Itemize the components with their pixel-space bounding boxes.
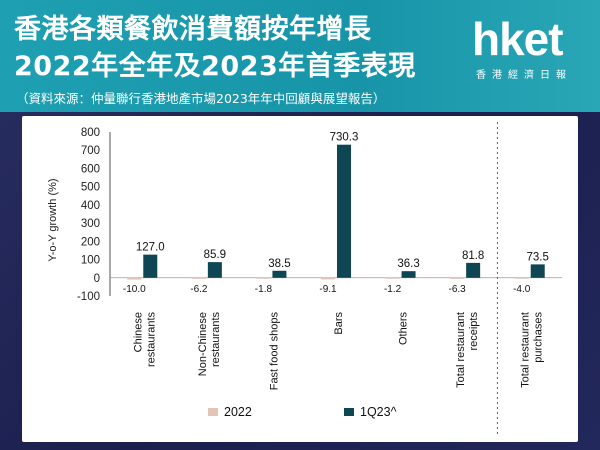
- data-label-2022: -6.3: [449, 284, 467, 295]
- bar-chart: -100 0 100 200 300 400 500 600 700 800 Y-o-Y growt…: [47, 122, 562, 434]
- logo-tagline: 香港經濟日報: [476, 70, 572, 81]
- legend-swatch-1q23: [344, 408, 354, 416]
- data-label-2022: -9.1: [319, 284, 337, 295]
- bar-1q23: [143, 254, 158, 278]
- bar-2022: [514, 277, 529, 279]
- data-label-1q23: 81.8: [462, 250, 484, 262]
- data-label-1q23: 730.3: [330, 132, 359, 144]
- chart-panel: -100 0 100 200 300 400 500 600 700 800 Y-o-Y growt…: [22, 116, 578, 442]
- y-tick-label: 700: [81, 145, 100, 157]
- bar-2022: [385, 277, 400, 279]
- y-tick-label: 500: [81, 182, 100, 194]
- y-tick-label: 400: [81, 200, 100, 212]
- header-banner: 香港各類餐飲消費額按年增長 2022年全年及2023年首季表現 （資料來源：仲量…: [0, 0, 600, 112]
- bar-2022: [191, 277, 206, 279]
- page-title-line-1: 香港各類餐飲消費額按年增長: [14, 14, 372, 45]
- x-tick-label: Chineserestaurants: [132, 312, 157, 368]
- bar-1q23: [530, 264, 545, 278]
- y-tick-label: 600: [81, 163, 100, 175]
- legend-label-1q23: 1Q23^: [360, 405, 397, 419]
- x-tick-label: Bars: [333, 312, 345, 335]
- data-label-1q23: 38.5: [268, 258, 290, 270]
- x-tick-label: Non-Chineserestaurants: [197, 312, 222, 377]
- data-label-2022: -10.0: [123, 284, 146, 295]
- bar-1q23: [272, 270, 287, 278]
- page-title-line-2: 2022年全年及2023年首季表現: [14, 51, 416, 82]
- y-tick-label: 0: [94, 273, 100, 285]
- legend-label-2022: 2022: [224, 405, 252, 419]
- y-tick-label: -100: [77, 291, 100, 303]
- y-tick-label: 100: [81, 255, 100, 267]
- bar-1q23: [401, 271, 416, 278]
- logo-text: hket: [472, 13, 564, 65]
- data-label-1q23: 85.9: [204, 249, 226, 261]
- data-label-1q23: 73.5: [527, 251, 549, 263]
- source-note: （資料來源：仲量聯行香港地產市場2023年年中回顧與展望報告）: [16, 91, 386, 106]
- y-tick-label: 300: [81, 218, 100, 230]
- bar-2022: [127, 277, 142, 280]
- data-label-1q23: 36.3: [397, 258, 419, 270]
- data-label-2022: -6.2: [190, 284, 208, 295]
- legend-swatch-2022: [208, 408, 218, 416]
- data-label-2022: -4.0: [513, 284, 531, 295]
- y-tick-label: 200: [81, 236, 100, 248]
- data-label-1q23: 127.0: [136, 242, 165, 254]
- bar-2022: [450, 277, 465, 279]
- y-axis-title: Y-o-Y growth (%): [47, 178, 59, 261]
- bar-1q23: [466, 262, 481, 278]
- hket-logo: hket 香港經濟日報: [468, 12, 586, 82]
- data-label-2022: -1.8: [255, 284, 273, 295]
- data-label-2022: -1.2: [384, 284, 402, 295]
- x-tick-label: Total restaurantreceipts: [455, 312, 480, 388]
- bar-2022: [321, 277, 335, 280]
- y-tick-label: 800: [81, 127, 100, 139]
- bar-1q23: [337, 144, 351, 278]
- x-tick-label: Others: [398, 312, 410, 346]
- bar-2022: [256, 277, 271, 279]
- x-tick-label: Total restaurantpurchases: [520, 312, 545, 388]
- x-tick-label: Fast food shops: [268, 312, 280, 391]
- bar-1q23: [207, 262, 222, 278]
